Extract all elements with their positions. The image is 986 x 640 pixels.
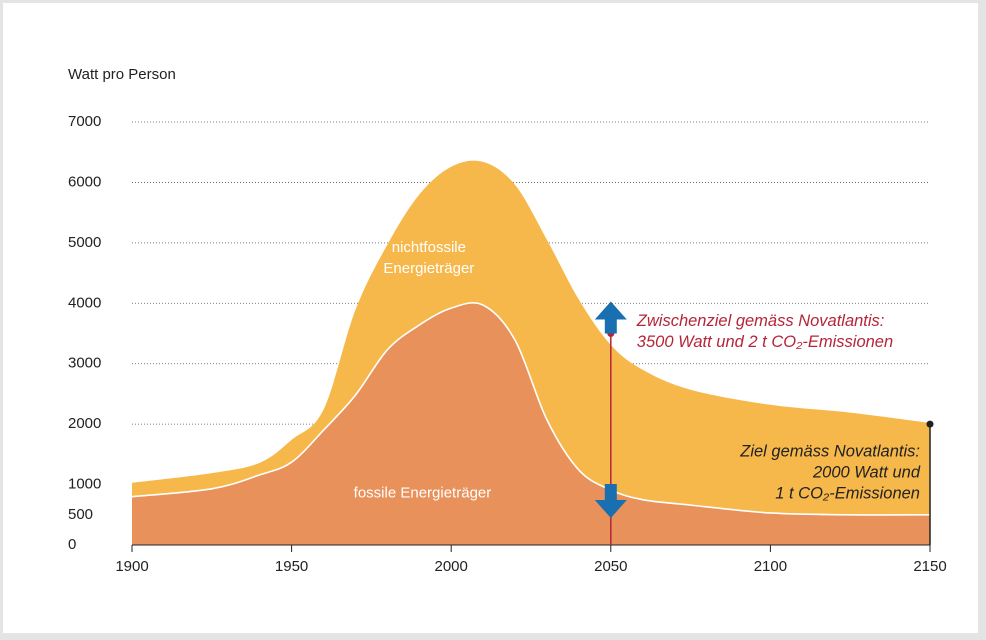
- arrow-up: [594, 301, 627, 334]
- x-tick-label: 2000: [435, 558, 468, 575]
- x-tick-label: 1900: [115, 558, 148, 575]
- y-tick-label: 4000: [68, 294, 101, 311]
- x-tick-label: 2050: [594, 558, 627, 575]
- area-label-line: Energieträger: [383, 260, 474, 277]
- y-tick-label: 7000: [68, 113, 101, 130]
- y-tick-label: 2000: [68, 415, 101, 432]
- area: [132, 160, 930, 515]
- y-tick-label: 0: [68, 536, 76, 553]
- y-axis-label: Watt pro Person: [68, 66, 176, 83]
- area-label: nichtfossile Energieträger: [383, 239, 474, 277]
- annotation-text: 2000 Watt und: [812, 464, 921, 482]
- y-tick-label: 6000: [68, 173, 101, 190]
- x-tick-label: 2150: [913, 558, 946, 575]
- annotation-text: Ziel gemäss Novatlantis:: [739, 443, 920, 461]
- annotation-text: 3500 Watt und 2 t CO₂-Emissionen: [637, 333, 893, 351]
- boundary-line: [131, 302, 931, 516]
- arrow-down: [594, 484, 627, 519]
- annotation-point: [926, 420, 934, 428]
- area-label: fossile Energieträger: [354, 485, 492, 502]
- annotation-text: Zwischenziel gemäss Novatlantis:: [636, 312, 885, 330]
- x-tick-label: 1950: [275, 558, 308, 575]
- y-tick-label: 500: [68, 506, 93, 523]
- area: [132, 302, 930, 545]
- y-tick-label: 5000: [68, 234, 101, 251]
- y-tick-label: 3000: [68, 355, 101, 372]
- x-tick-label: 2100: [754, 558, 787, 575]
- area-label-line: nichtfossile: [392, 239, 466, 256]
- annotation-text: 1 t CO₂-Emissionen: [775, 485, 920, 503]
- y-tick-label: 1000: [68, 476, 101, 493]
